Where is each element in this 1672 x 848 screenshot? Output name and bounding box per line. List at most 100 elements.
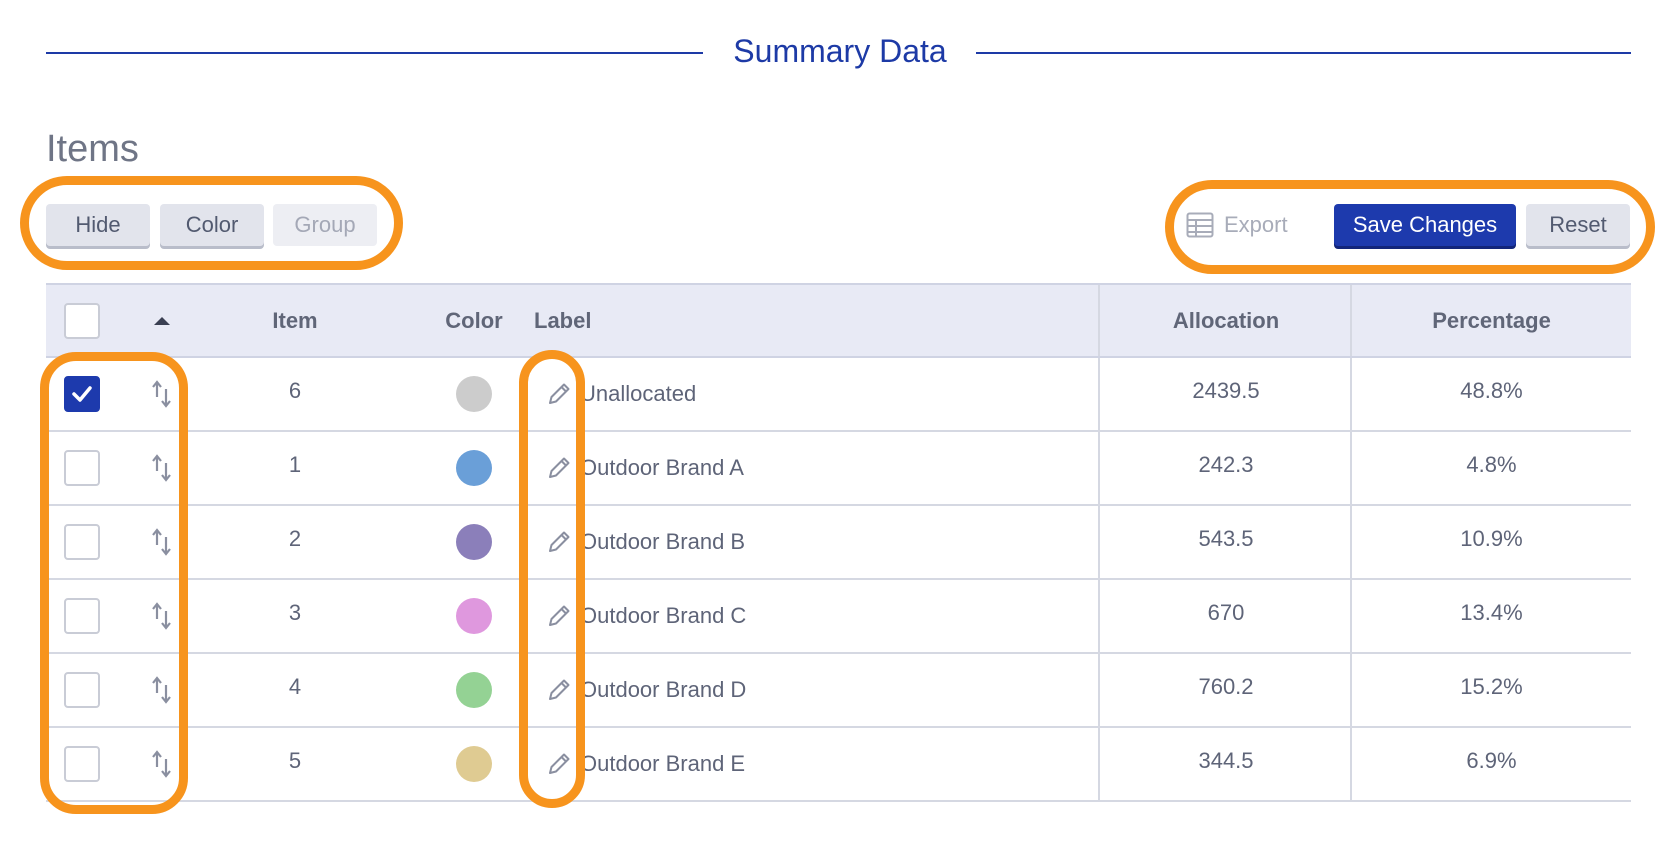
reorder-arrows-icon	[152, 454, 171, 482]
table-row: 2 Outdoor Brand B 543.5 10.9%	[46, 506, 1631, 580]
color-cell	[396, 580, 552, 652]
divider-right	[976, 52, 1631, 54]
color-swatch[interactable]	[456, 598, 492, 634]
percentage-value: 10.9%	[1460, 526, 1523, 551]
reorder-handle[interactable]	[142, 506, 182, 578]
percentage-value: 15.2%	[1460, 674, 1523, 699]
export-button[interactable]: Export	[1186, 204, 1312, 246]
row-check-cell	[64, 358, 100, 430]
item-number: 3	[288, 600, 302, 625]
color-swatch[interactable]	[456, 524, 492, 560]
item-number: 2	[288, 526, 302, 551]
column-divider	[1098, 506, 1100, 578]
column-divider	[1098, 432, 1100, 504]
pencil-icon	[549, 679, 570, 700]
edit-label-button[interactable]	[534, 358, 584, 430]
reorder-handle[interactable]	[142, 432, 182, 504]
color-button[interactable]: Color	[160, 204, 264, 246]
column-divider	[1350, 728, 1352, 800]
save-changes-button[interactable]: Save Changes	[1334, 204, 1516, 246]
export-label: Export	[1224, 212, 1288, 237]
header-check-cell	[64, 285, 100, 356]
reorder-arrows-icon	[152, 380, 171, 408]
color-swatch[interactable]	[456, 672, 492, 708]
column-divider	[1350, 654, 1352, 726]
item-number: 1	[288, 452, 302, 477]
row-label: Outdoor Brand A	[580, 455, 744, 480]
reorder-handle[interactable]	[142, 580, 182, 652]
pencil-icon	[549, 605, 570, 626]
reorder-arrows-icon	[152, 676, 171, 704]
sort-cell[interactable]	[142, 285, 182, 356]
row-checkbox[interactable]	[64, 672, 100, 708]
table-icon	[1186, 212, 1214, 238]
edit-label-button[interactable]	[534, 654, 584, 726]
reorder-handle[interactable]	[142, 654, 182, 726]
section-header: Summary Data	[46, 28, 1631, 78]
color-swatch[interactable]	[456, 746, 492, 782]
column-header-label[interactable]: Label	[534, 307, 592, 333]
row-label: Outdoor Brand B	[580, 529, 746, 554]
allocation-value: 2439.5	[1192, 378, 1260, 403]
column-header-color[interactable]: Color	[445, 307, 503, 333]
color-swatch[interactable]	[456, 450, 492, 486]
items-heading: Items	[46, 128, 139, 170]
table-body: 6 Unallocated 2439.5 48.8% 1 Outdoor Brand A 2…	[46, 358, 1631, 802]
checkmark-icon	[72, 386, 92, 402]
items-table: Item Color Label Allocation Percentage 6…	[46, 283, 1631, 802]
reorder-arrows-icon	[152, 602, 171, 630]
pencil-icon	[549, 531, 570, 552]
item-number: 5	[288, 748, 302, 773]
reorder-arrows-icon	[152, 750, 171, 778]
row-label: Outdoor Brand E	[580, 751, 746, 776]
row-checkbox[interactable]	[64, 598, 100, 634]
column-divider	[1098, 285, 1100, 356]
edit-label-button[interactable]	[534, 506, 584, 578]
reorder-arrows-icon	[152, 528, 171, 556]
column-header-percentage[interactable]: Percentage	[1432, 307, 1551, 333]
row-check-cell	[64, 506, 100, 578]
hide-button[interactable]: Hide	[46, 204, 150, 246]
color-cell	[396, 728, 552, 800]
allocation-value: 670	[1207, 600, 1245, 625]
reorder-handle[interactable]	[142, 358, 182, 430]
item-number: 4	[288, 674, 302, 699]
section-title: Summary Data	[733, 33, 947, 69]
table-row: 4 Outdoor Brand D 760.2 15.2%	[46, 654, 1631, 728]
select-all-checkbox[interactable]	[64, 302, 100, 339]
reorder-handle[interactable]	[142, 728, 182, 800]
allocation-value: 344.5	[1198, 748, 1254, 773]
column-header-allocation[interactable]: Allocation	[1172, 307, 1280, 333]
table-row: 3 Outdoor Brand C 670 13.4%	[46, 580, 1631, 654]
color-cell	[396, 432, 552, 504]
row-label: Outdoor Brand D	[580, 677, 747, 702]
edit-label-button[interactable]	[534, 432, 584, 504]
edit-label-button[interactable]	[534, 580, 584, 652]
column-divider	[1098, 580, 1100, 652]
row-check-cell	[64, 654, 100, 726]
row-check-cell	[64, 580, 100, 652]
reset-button[interactable]: Reset	[1526, 204, 1630, 246]
color-swatch[interactable]	[456, 376, 492, 412]
group-button[interactable]: Group	[273, 204, 377, 246]
row-checkbox[interactable]	[64, 450, 100, 486]
table-row: 5 Outdoor Brand E 344.5 6.9%	[46, 728, 1631, 802]
table-header: Item Color Label Allocation Percentage	[46, 283, 1631, 358]
edit-label-button[interactable]	[534, 728, 584, 800]
row-checkbox[interactable]	[64, 746, 100, 782]
row-check-cell	[64, 432, 100, 504]
column-divider	[1350, 506, 1352, 578]
column-divider	[1350, 432, 1352, 504]
sort-up-icon[interactable]	[153, 316, 171, 326]
row-label: Unallocated	[580, 381, 697, 406]
row-checkbox[interactable]	[64, 524, 100, 560]
allocation-value: 543.5	[1198, 526, 1254, 551]
column-header-item[interactable]: Item	[272, 307, 318, 333]
allocation-value: 760.2	[1198, 674, 1254, 699]
table-row: 6 Unallocated 2439.5 48.8%	[46, 358, 1631, 432]
row-check-cell	[64, 728, 100, 800]
column-divider	[1098, 654, 1100, 726]
percentage-value: 48.8%	[1460, 378, 1523, 403]
column-divider	[1350, 358, 1352, 430]
row-checkbox[interactable]	[64, 376, 100, 412]
